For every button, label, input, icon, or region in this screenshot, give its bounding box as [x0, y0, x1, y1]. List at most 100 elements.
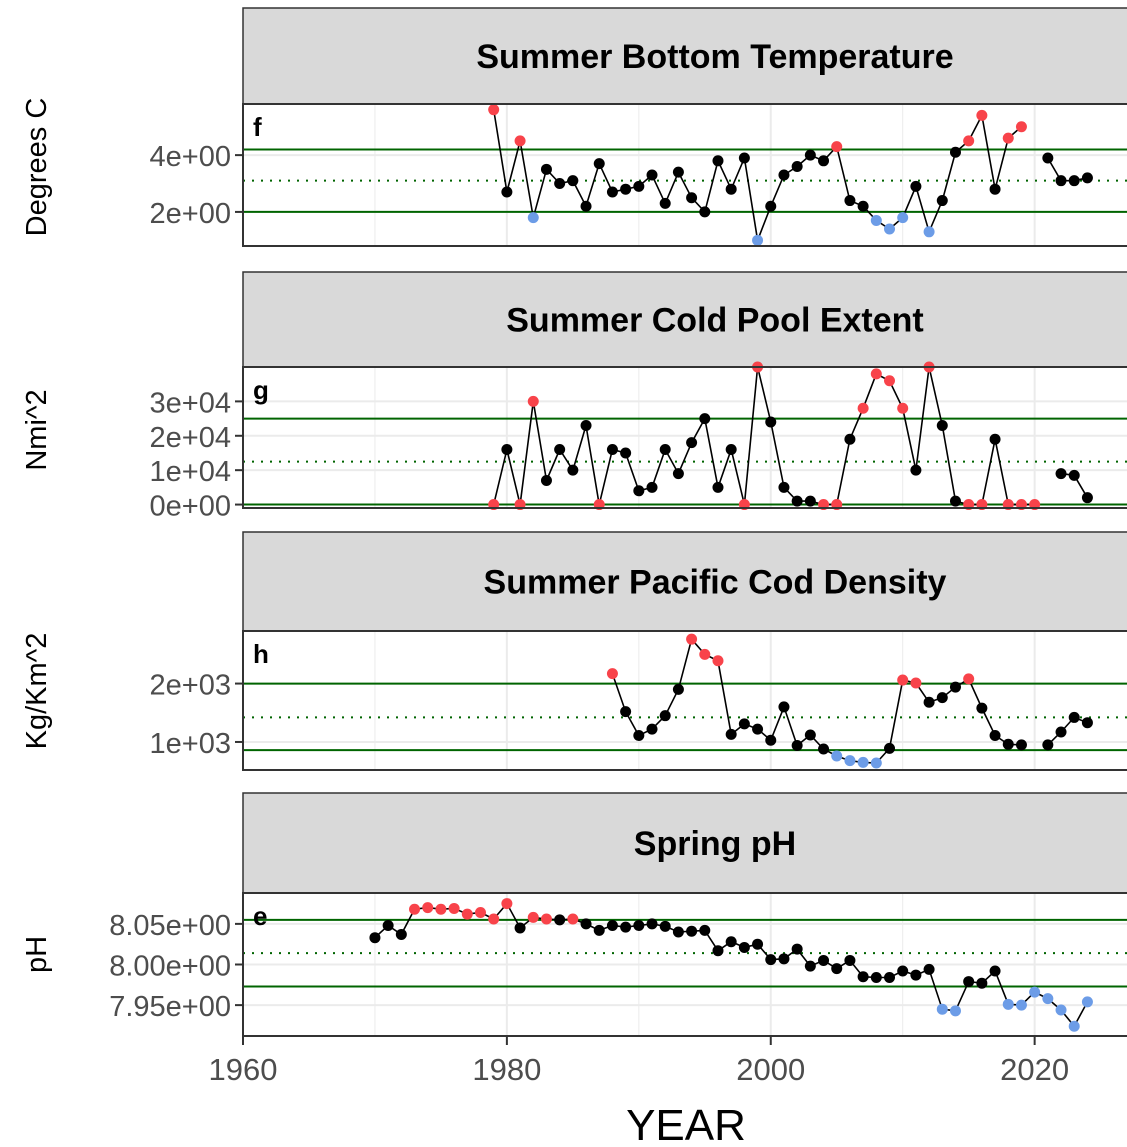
data-point [857, 756, 869, 768]
data-point [1015, 999, 1027, 1011]
data-point [580, 918, 592, 930]
data-point [686, 633, 698, 645]
data-point [567, 175, 579, 187]
data-point [1081, 492, 1093, 504]
plot-background [243, 367, 1127, 508]
x-axis: 1960 1980 2000 2020 YEAR [209, 1036, 1069, 1147]
panel-strip [242, 271, 1127, 368]
data-point [818, 954, 830, 966]
data-point [910, 969, 922, 981]
data-point [633, 920, 645, 931]
data-point [620, 706, 632, 718]
data-point [369, 932, 381, 944]
data-point [989, 183, 1001, 195]
data-point [949, 146, 961, 158]
panel-letter: e [253, 901, 267, 931]
data-point [857, 402, 869, 414]
data-point [501, 444, 513, 456]
data-point [897, 965, 909, 977]
data-point [461, 908, 473, 920]
plot-background [243, 104, 1127, 246]
x-axis-label: YEAR [626, 1101, 746, 1147]
data-point [395, 928, 407, 940]
data-point [923, 696, 935, 708]
data-point [936, 195, 948, 207]
y-tick-label: 2e+00 [150, 198, 231, 230]
data-point [646, 481, 658, 493]
x-tick-label: 1960 [209, 1052, 278, 1087]
data-point [646, 918, 658, 930]
data-point [778, 169, 790, 181]
data-point [474, 907, 486, 918]
data-point [778, 953, 790, 965]
data-point [606, 444, 618, 456]
data-point [910, 677, 922, 689]
data-point [593, 158, 605, 170]
data-point [1068, 469, 1080, 481]
y-tick-label: 1e+03 [150, 728, 231, 760]
data-point [778, 701, 790, 713]
data-point [554, 178, 566, 190]
data-point [712, 945, 724, 957]
plot-frame [242, 103, 1127, 247]
x-tick-label: 2000 [736, 1052, 805, 1087]
panel-f: Summer Bottom Temperature f 2e+00 4e+00 Degr… [21, 7, 1127, 247]
panel-letter: h [253, 639, 269, 669]
data-point [646, 169, 658, 181]
x-tick-label: 2020 [1000, 1052, 1069, 1087]
data-point [844, 755, 856, 767]
data-point [831, 141, 843, 153]
data-point [831, 750, 843, 762]
y-tick-label: 4e+00 [150, 141, 231, 173]
data-point [804, 729, 816, 741]
data-point [765, 734, 777, 746]
data-point [633, 730, 645, 742]
data-point [1068, 175, 1080, 187]
panel-strip [242, 792, 1127, 894]
data-point [897, 402, 909, 414]
data-point [725, 444, 737, 456]
data-point [540, 474, 552, 486]
data-point [936, 692, 948, 704]
data-point [699, 648, 711, 660]
data-point [897, 212, 909, 224]
data-point [923, 963, 935, 975]
data-point [949, 681, 961, 693]
data-point [791, 943, 803, 955]
data-point [435, 903, 447, 915]
data-point [1002, 998, 1014, 1010]
data-point [448, 902, 460, 914]
data-point [514, 922, 526, 934]
data-point [804, 149, 816, 161]
data-point [1015, 739, 1027, 751]
data-point [738, 152, 750, 164]
data-point [1081, 717, 1093, 729]
data-point [567, 913, 579, 925]
panel-strip [242, 7, 1127, 105]
data-point [606, 920, 618, 931]
series-line [1047, 716, 1088, 746]
data-point [580, 200, 592, 212]
data-point [527, 212, 539, 224]
data-point [646, 723, 658, 735]
data-point [1042, 152, 1054, 164]
panel-title: Summer Cold Pool Extent [506, 302, 924, 340]
data-point [686, 192, 698, 204]
data-point [567, 464, 579, 476]
data-point [791, 739, 803, 751]
data-point [633, 180, 645, 192]
data-point [857, 971, 869, 983]
data-point [712, 655, 724, 667]
data-point [725, 183, 737, 195]
data-point [488, 913, 500, 925]
data-point [923, 226, 935, 238]
plot-frame [242, 630, 1127, 771]
panel-title: Spring pH [634, 825, 796, 863]
data-point [659, 710, 671, 722]
data-point [699, 206, 711, 218]
data-point [870, 368, 882, 380]
panel-title: Summer Bottom Temperature [476, 38, 953, 76]
data-point [554, 444, 566, 456]
data-point [949, 1005, 961, 1017]
